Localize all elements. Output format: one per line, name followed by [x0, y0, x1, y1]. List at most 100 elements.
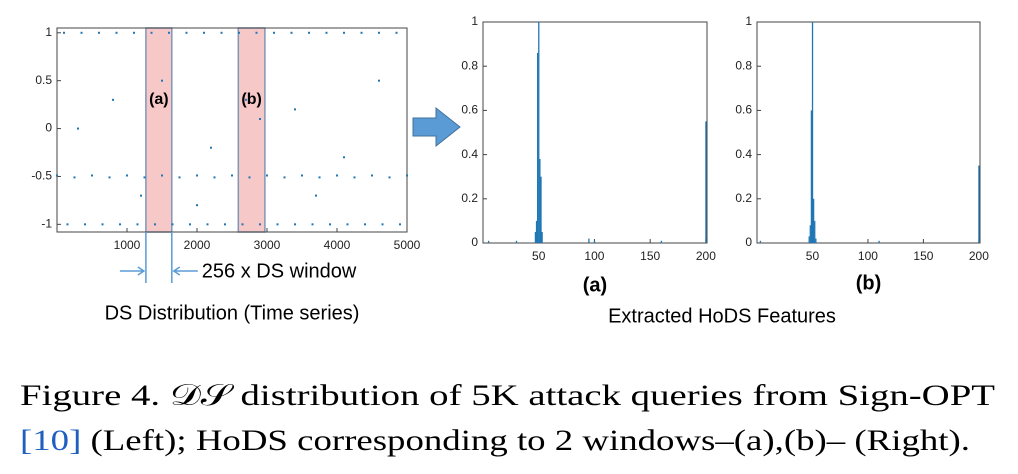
point [126, 174, 128, 177]
bar [534, 231, 537, 243]
point [315, 194, 317, 197]
plot-frame [56, 27, 408, 233]
point [98, 31, 100, 34]
bar [660, 240, 663, 243]
caption-line: [10] (Left); HoDS corresponding to 2 win… [20, 424, 970, 457]
point [203, 31, 205, 34]
point [101, 223, 104, 226]
point [171, 223, 174, 226]
point [276, 223, 279, 226]
point [343, 31, 345, 34]
point [220, 31, 223, 34]
bar [809, 225, 811, 243]
bar [808, 236, 810, 243]
bar [588, 238, 590, 243]
point [238, 31, 240, 34]
x-tick-label: 3000 [254, 238, 281, 252]
bar [759, 240, 762, 243]
x-tick-label: 2000 [184, 238, 211, 252]
x-tick-label: 150 [913, 249, 933, 263]
x-tick-label: 50 [806, 249, 820, 263]
y-tick-label: 0.2 [461, 191, 478, 205]
point [395, 31, 398, 34]
point [150, 31, 153, 34]
y-tick-label: 1 [745, 14, 752, 28]
y-tick-label: 0.6 [735, 103, 752, 117]
point [290, 31, 293, 34]
bar [815, 238, 817, 243]
point [378, 79, 380, 82]
point [364, 223, 366, 226]
point [224, 223, 226, 226]
point [84, 223, 86, 226]
point [245, 98, 247, 101]
point [273, 31, 275, 34]
flow-arrow [412, 106, 461, 148]
point [255, 31, 258, 34]
plot-frame [482, 21, 708, 244]
y-tick-label: 0 [471, 235, 478, 249]
point [388, 176, 391, 179]
point [115, 31, 118, 34]
point [346, 223, 349, 226]
caption-text: (Left); HoDS corresponding to 2 windows–… [81, 424, 970, 457]
point [178, 176, 181, 179]
bar [593, 240, 596, 243]
x-tick-label: 100 [858, 249, 878, 263]
window-note: 256 x DS window [202, 260, 357, 282]
edge-arrow [119, 266, 146, 276]
y-tick-label: 0 [745, 235, 752, 249]
point [336, 174, 338, 177]
y-tick-label: 0.6 [461, 103, 478, 117]
x-tick-label: 5000 [394, 238, 421, 252]
window [145, 27, 173, 233]
point [360, 31, 363, 34]
point [301, 174, 303, 177]
point [318, 176, 321, 179]
point [154, 223, 156, 226]
point [294, 108, 296, 111]
group-label: Extracted HoDS Features [608, 305, 836, 327]
point [56, 174, 58, 177]
edge-arrow [172, 266, 198, 276]
point [266, 174, 268, 177]
point [91, 174, 93, 177]
bar [978, 165, 980, 243]
x-axis-label: (a) [583, 274, 607, 296]
point [325, 31, 328, 34]
point [108, 176, 111, 179]
point [406, 174, 408, 177]
point [136, 223, 139, 226]
caption-ref: [10] [20, 424, 81, 457]
point [168, 31, 170, 34]
point [241, 223, 244, 226]
bar [878, 240, 880, 243]
bar [487, 240, 490, 243]
x-axis-label: DS Distribution (Time series) [105, 302, 360, 324]
x-tick-label: 100 [584, 249, 604, 263]
point [185, 31, 188, 34]
point [381, 223, 384, 226]
bar [814, 220, 816, 243]
point [343, 156, 345, 159]
x-axis-label: (b) [856, 272, 882, 294]
y-tick-label: 0.4 [461, 147, 478, 161]
point [329, 223, 331, 226]
point [63, 31, 65, 34]
point [80, 31, 83, 34]
y-tick-label: 0.8 [461, 58, 478, 72]
point [353, 176, 356, 179]
point [196, 174, 198, 177]
point [213, 176, 216, 179]
y-tick-label: 0.5 [35, 73, 52, 87]
point [259, 223, 261, 226]
point [73, 176, 76, 179]
point [294, 223, 296, 226]
point [231, 174, 233, 177]
bar [515, 240, 518, 243]
point [196, 204, 198, 207]
point [259, 117, 261, 120]
bar [540, 176, 542, 243]
point [311, 223, 314, 226]
